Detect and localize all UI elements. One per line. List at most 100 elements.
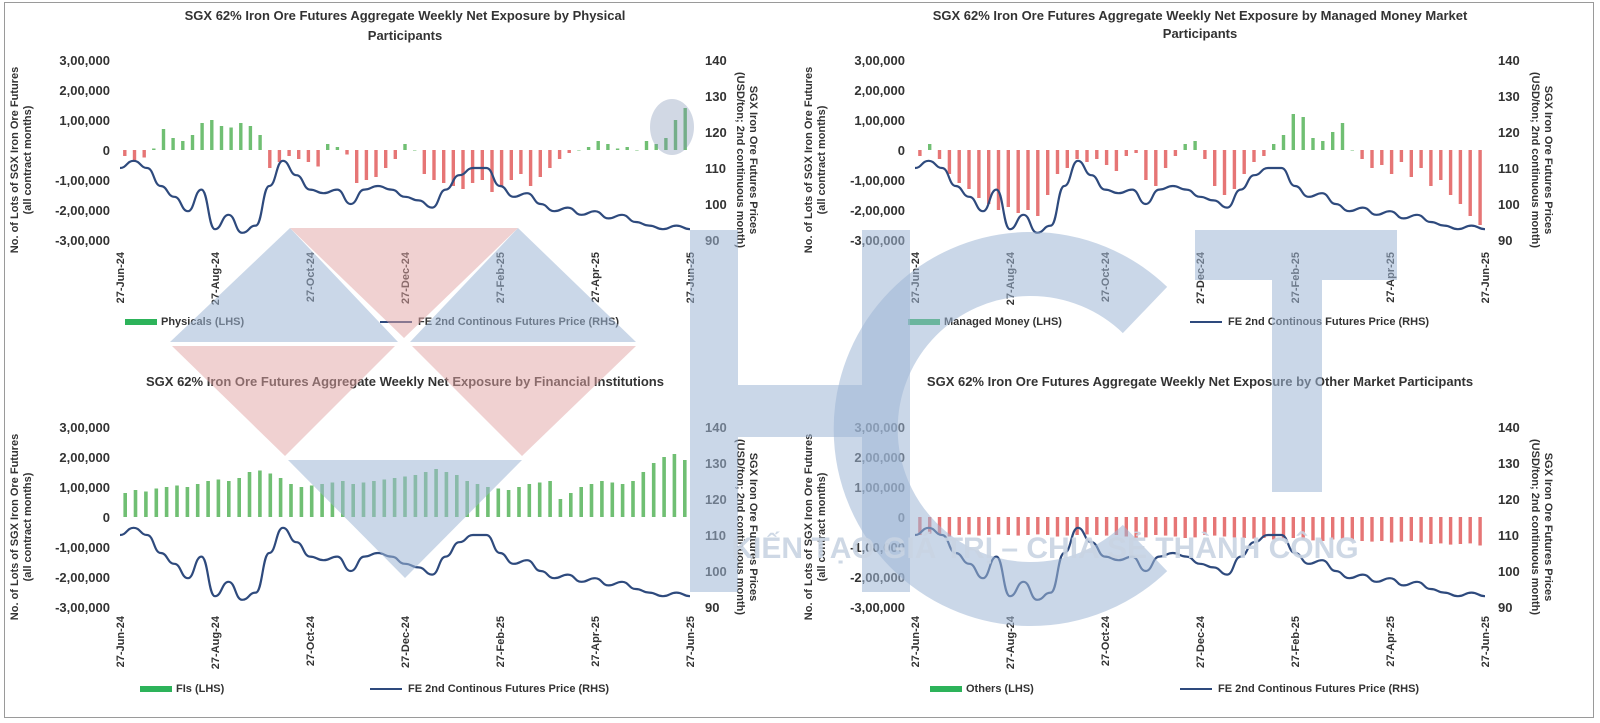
- bar: [519, 150, 523, 174]
- bar: [517, 487, 521, 517]
- bar: [996, 517, 1001, 535]
- bar: [1439, 517, 1443, 544]
- bar: [496, 488, 501, 517]
- bar: [1046, 150, 1050, 195]
- bar: [1183, 517, 1187, 538]
- bar: [268, 473, 273, 517]
- bar: [309, 485, 314, 517]
- bar: [486, 487, 490, 517]
- y2-tick-label: 110: [1498, 161, 1519, 176]
- bar: [1242, 517, 1246, 538]
- x-tick-label: 27-Feb-25: [1290, 616, 1302, 667]
- bar: [662, 457, 666, 517]
- bar: [1321, 517, 1325, 541]
- bar: [1458, 150, 1463, 204]
- bar: [538, 150, 542, 177]
- bar: [1114, 517, 1119, 535]
- bar: [1124, 517, 1128, 537]
- bar: [277, 150, 282, 162]
- x-tick-label: 27-Apr-25: [590, 616, 602, 667]
- chart-title-line: Participants: [1163, 26, 1237, 41]
- bar: [1448, 517, 1453, 545]
- bar: [499, 150, 504, 186]
- bar: [1409, 150, 1413, 177]
- y2-tick-label: 120: [1498, 125, 1520, 140]
- bar: [558, 499, 563, 517]
- highlight-ellipse: [650, 99, 694, 155]
- bar: [1183, 144, 1187, 150]
- y2-tick-label: 140: [705, 53, 727, 68]
- bar: [326, 144, 330, 150]
- bar: [335, 147, 340, 150]
- watermark-triangle: [170, 228, 398, 342]
- y-tick-label: 0: [103, 510, 110, 525]
- y-tick-label: -2,00,000: [55, 570, 110, 585]
- y2-axis-title: SGX Iron Ore Futures Prices(USD/ton; 2nd…: [1529, 72, 1554, 248]
- y-tick-label: 2,00,000: [854, 83, 905, 98]
- y2-tick-label: 120: [705, 125, 727, 140]
- bar: [1409, 517, 1413, 541]
- bar: [1203, 517, 1207, 535]
- bar: [229, 127, 233, 150]
- bar: [206, 481, 210, 517]
- y-axis-title-line: (all contract months): [22, 472, 34, 581]
- bar: [1055, 150, 1060, 174]
- y-tick-label: -2,00,000: [55, 203, 110, 218]
- y2-axis-title-line: SGX Iron Ore Futures Prices: [747, 86, 759, 235]
- bar: [1291, 517, 1295, 538]
- bar: [422, 150, 426, 174]
- y2-tick-label: 130: [1498, 456, 1520, 471]
- bar: [947, 517, 952, 537]
- y-tick-label: -1,00,000: [55, 540, 110, 555]
- bar: [1036, 517, 1040, 535]
- bar: [1222, 517, 1227, 537]
- y2-axis-title: SGX Iron Ore Futures Prices(USD/ton; 2nd…: [1529, 439, 1554, 615]
- x-tick-label: 27-Apr-25: [590, 252, 602, 303]
- bar: [1272, 517, 1276, 540]
- bar: [1242, 150, 1246, 174]
- bar: [287, 150, 291, 156]
- bar: [548, 481, 552, 517]
- bar: [227, 481, 231, 517]
- bar: [654, 144, 658, 150]
- bar: [171, 138, 175, 150]
- bar: [1340, 123, 1345, 150]
- bar: [987, 517, 991, 535]
- y2-tick-label: 90: [1498, 600, 1512, 615]
- bar: [683, 108, 687, 150]
- watermark-letter-t: [1272, 280, 1322, 492]
- bar: [967, 517, 971, 535]
- bar: [1262, 517, 1266, 538]
- bar: [683, 460, 687, 517]
- bar: [316, 150, 320, 167]
- x-tick-label: 27-Feb-25: [495, 616, 507, 667]
- x-tick-label: 27-Oct-24: [1100, 615, 1112, 666]
- bar: [1114, 150, 1119, 171]
- bar: [451, 150, 455, 186]
- bar: [461, 150, 465, 189]
- bar: [1134, 150, 1138, 153]
- bar: [132, 150, 137, 162]
- bar: [1380, 517, 1384, 541]
- bar: [1193, 141, 1197, 150]
- bar: [1429, 517, 1433, 544]
- chart-title-line: SGX 62% Iron Ore Futures Aggregate Weekl…: [927, 374, 1473, 389]
- bar: [142, 150, 146, 158]
- bar: [1222, 150, 1227, 195]
- bar: [200, 123, 204, 150]
- bar: [1350, 517, 1354, 541]
- bar: [1389, 150, 1394, 174]
- bar: [1291, 114, 1295, 150]
- price-line: [914, 159, 1486, 234]
- bar: [432, 150, 436, 180]
- bar: [1173, 150, 1178, 156]
- x-tick-label: 27-Jun-25: [1480, 616, 1492, 667]
- bar: [1468, 150, 1472, 216]
- bar: [1193, 517, 1197, 538]
- bar: [557, 150, 562, 159]
- bar: [1360, 517, 1364, 541]
- watermark-triangle: [288, 460, 522, 578]
- bar: [1144, 517, 1148, 538]
- y-tick-label: 1,00,000: [59, 113, 110, 128]
- chart-frame: [4, 2, 1594, 718]
